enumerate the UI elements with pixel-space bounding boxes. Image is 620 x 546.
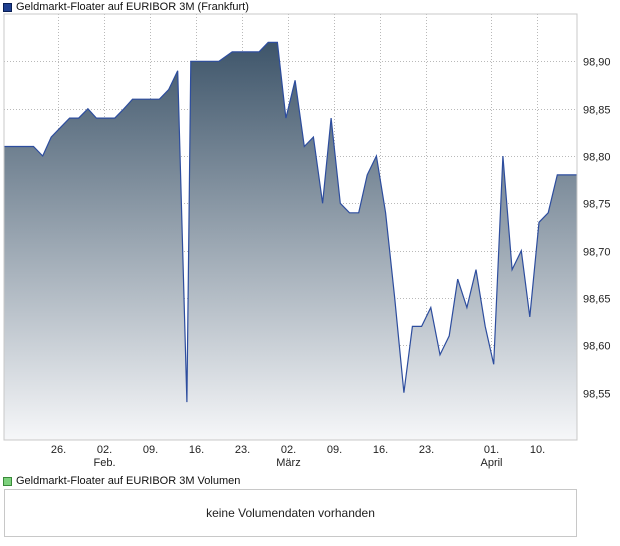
x-tick-label: 16.: [373, 444, 388, 456]
x-tick-label: 09.: [327, 444, 342, 456]
price-line: [4, 41, 577, 403]
x-tick-label: 26.: [51, 444, 66, 456]
price-area: [4, 42, 577, 441]
y-tick-label: 98,60: [583, 341, 611, 353]
price-legend: Geldmarkt-Floater auf EURIBOR 3M (Frankf…: [3, 0, 249, 14]
x-tick-label: 10.: [530, 444, 545, 456]
x-tick-label: 02.: [281, 444, 296, 456]
volume-legend: Geldmarkt-Floater auf EURIBOR 3M Volumen: [3, 474, 240, 488]
x-tick-label: 23.: [235, 444, 250, 456]
price-chart: 98,55 98,60 98,65 98,70 98,75 98,80 98,85 98,90…: [3, 13, 611, 469]
volume-legend-label: Geldmarkt-Floater auf EURIBOR 3M Volumen: [16, 475, 241, 487]
y-tick-label: 98,70: [583, 247, 611, 259]
x-tick-label: 23.: [419, 444, 434, 456]
x-tick-label: 02.: [97, 444, 112, 456]
y-tick-label: 98,65: [583, 294, 611, 306]
x-month-label: März: [276, 457, 300, 469]
y-tick-label: 98,90: [583, 57, 611, 69]
y-tick-label: 98,80: [583, 152, 611, 164]
y-tick-label: 98,75: [583, 199, 611, 211]
volume-panel: keine Volumendaten vorhanden: [4, 489, 577, 537]
y-tick-label: 98,55: [583, 389, 611, 401]
volume-legend-swatch: [3, 476, 12, 486]
x-month-label: April: [480, 457, 502, 469]
volume-empty-message: keine Volumendaten vorhanden: [206, 506, 375, 520]
x-month-label: Feb.: [93, 457, 115, 469]
y-tick-label: 98,85: [583, 105, 611, 117]
plot-frame: [3, 13, 578, 441]
price-legend-swatch: [3, 2, 12, 12]
x-tick-label: 09.: [143, 444, 158, 456]
price-legend-label: Geldmarkt-Floater auf EURIBOR 3M (Frankf…: [16, 1, 249, 13]
x-tick-label: 01.: [484, 444, 499, 456]
x-tick-label: 16.: [189, 444, 204, 456]
